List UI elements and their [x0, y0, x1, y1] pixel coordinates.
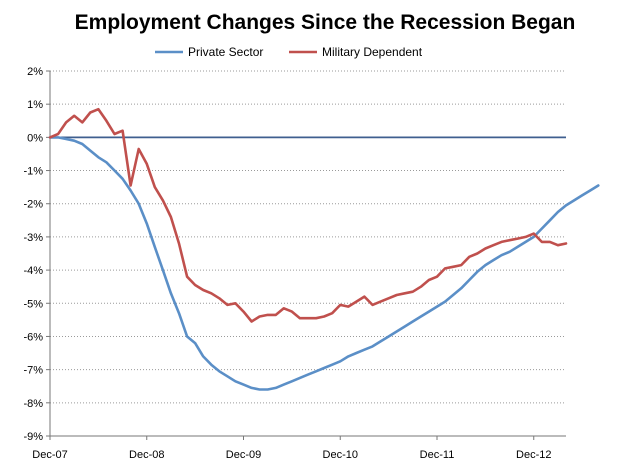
series-lines	[48, 107, 600, 391]
y-tick-label: -1%	[23, 166, 43, 178]
x-tick-label: Dec-10	[323, 449, 358, 461]
y-tick-label: -6%	[23, 331, 43, 343]
y-tick-label: -4%	[23, 265, 43, 277]
y-tick-label: -8%	[23, 398, 43, 410]
chart-title: Employment Changes Since the Recession B…	[75, 11, 576, 34]
x-tick-label: Dec-07	[32, 449, 67, 461]
x-tick-label: Dec-11	[420, 449, 455, 461]
x-tick-label: Dec-09	[226, 449, 261, 461]
legend: Private Sector Military Dependent	[155, 45, 423, 59]
series-line-military-dependent	[48, 107, 568, 323]
legend-label-military-dependent: Military Dependent	[322, 45, 423, 59]
y-tick-label: -2%	[23, 199, 43, 211]
x-tick-label: Dec-08	[129, 449, 164, 461]
legend-label-private-sector: Private Sector	[188, 45, 263, 59]
axes: 2% 1% 0% -1% -2% -3% -4% -5% -6% -7% -8% -9% Dec-07 D…	[23, 66, 566, 461]
y-tick-label: -9%	[23, 431, 43, 443]
gridlines	[50, 70, 566, 437]
y-tick-label: 1%	[27, 99, 43, 111]
y-tick-label: 2%	[27, 66, 43, 78]
y-tick-label: 0%	[27, 132, 43, 144]
y-tick-label: -7%	[23, 365, 43, 377]
x-tick-label: Dec-12	[516, 449, 551, 461]
series-line-private-sector	[48, 136, 600, 391]
y-tick-label: -3%	[23, 232, 43, 244]
y-tick-label: -5%	[23, 298, 43, 310]
